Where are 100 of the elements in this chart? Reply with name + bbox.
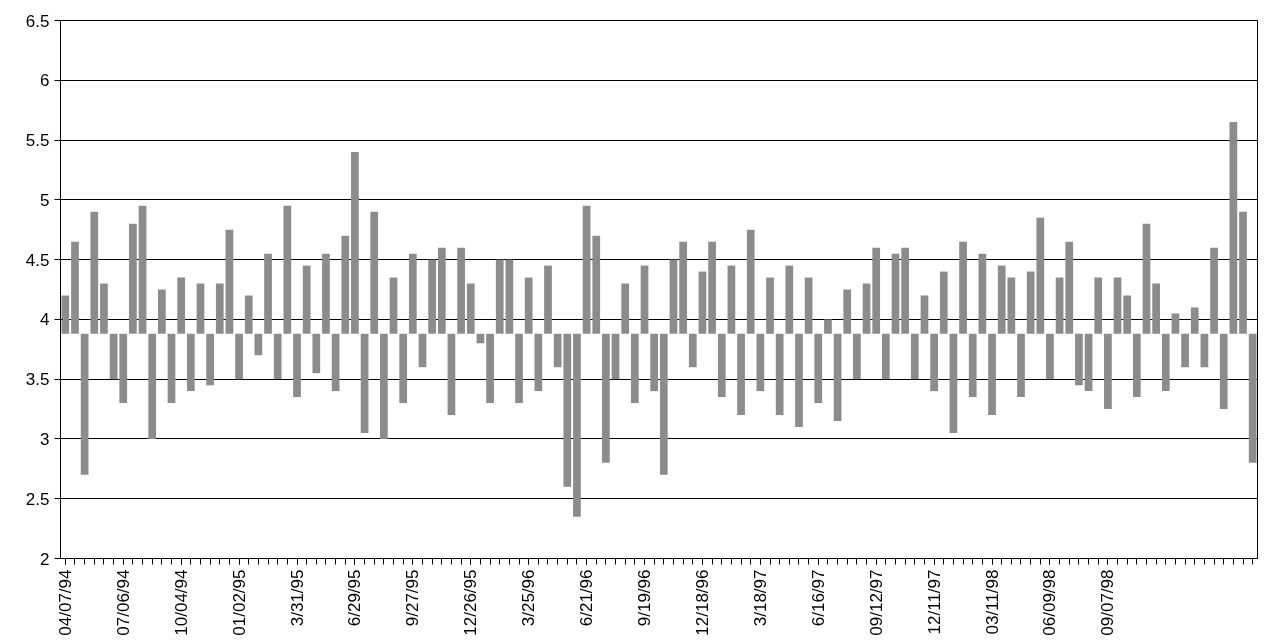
bar xyxy=(1219,333,1228,410)
bar xyxy=(1123,295,1132,334)
bar xyxy=(708,241,716,334)
bar xyxy=(1171,313,1180,334)
bar xyxy=(1152,283,1160,334)
bar xyxy=(206,333,214,386)
bar xyxy=(273,333,282,380)
bar xyxy=(90,211,99,334)
bar xyxy=(1084,333,1093,392)
x-tick-label: 6/16/97 xyxy=(808,569,828,627)
bar xyxy=(949,333,958,433)
bar xyxy=(650,333,659,392)
bar xyxy=(341,235,350,334)
y-tick-label: 2 xyxy=(40,549,50,569)
bar xyxy=(659,333,668,475)
bar xyxy=(437,247,446,334)
bar xyxy=(158,289,166,334)
bar xyxy=(959,241,967,334)
bar xyxy=(534,333,543,392)
bar xyxy=(1132,333,1141,398)
bar xyxy=(399,333,408,404)
bar xyxy=(669,259,678,334)
bar xyxy=(466,283,475,334)
bar xyxy=(1017,333,1025,398)
x-tick-label: 10/04/94 xyxy=(171,569,191,636)
y-tick-label: 4.5 xyxy=(25,250,50,270)
bar xyxy=(312,333,321,374)
y-tick-label: 5 xyxy=(40,190,50,210)
bar xyxy=(1210,247,1218,334)
bar xyxy=(679,241,687,334)
bar xyxy=(457,247,465,334)
y-tick-label: 6 xyxy=(40,71,50,91)
bar xyxy=(61,295,70,334)
y-tick-label: 3 xyxy=(40,429,50,449)
bar xyxy=(775,333,784,416)
x-tick-label: 6/29/95 xyxy=(345,569,365,627)
x-tick-label: 03/11/98 xyxy=(982,569,1002,635)
x-tick-label: 09/12/97 xyxy=(866,569,886,636)
bar xyxy=(631,333,639,404)
x-tick-label: 04/07/94 xyxy=(55,569,75,636)
bar xyxy=(727,265,736,334)
bar xyxy=(495,259,504,334)
bar xyxy=(302,265,311,334)
bar xyxy=(264,253,272,334)
bar xyxy=(447,333,456,416)
bar xyxy=(177,277,186,334)
bar xyxy=(910,333,919,380)
bar xyxy=(795,333,803,427)
x-tick-label: 12/11/97 xyxy=(924,569,944,635)
bar xyxy=(244,295,253,334)
bar xyxy=(746,229,755,334)
bar xyxy=(1248,333,1257,463)
bar xyxy=(621,283,630,334)
bar xyxy=(515,333,523,404)
bar xyxy=(351,152,359,334)
bar xyxy=(524,277,533,334)
bar xyxy=(872,247,881,334)
bar xyxy=(853,333,861,380)
bar xyxy=(766,277,774,334)
y-tick-label: 4 xyxy=(40,310,50,330)
bar xyxy=(215,283,224,334)
bar xyxy=(389,277,398,334)
x-tick-label: 3/18/97 xyxy=(750,569,770,627)
x-tick-label: 3/25/96 xyxy=(519,569,539,627)
bar xyxy=(1181,333,1189,368)
bar xyxy=(486,333,494,404)
x-tick-label: 06/09/98 xyxy=(1040,569,1060,636)
bar xyxy=(1142,223,1151,334)
x-tick-label: 6/21/96 xyxy=(577,569,597,627)
bar xyxy=(939,271,948,334)
y-tick-label: 6.5 xyxy=(25,11,50,31)
bar xyxy=(978,253,987,334)
bar xyxy=(640,265,649,334)
bar xyxy=(225,229,234,334)
bar xyxy=(756,333,765,392)
x-tick-label: 3/31/95 xyxy=(287,569,307,627)
bar xyxy=(1229,122,1238,334)
bar xyxy=(100,283,108,334)
bar xyxy=(814,333,823,404)
bar xyxy=(968,333,977,398)
x-tick-label: 01/02/95 xyxy=(229,569,249,636)
bar xyxy=(428,259,437,334)
bar xyxy=(408,253,417,334)
bar xyxy=(988,333,996,416)
bar xyxy=(901,247,910,334)
bar xyxy=(804,277,813,334)
bar xyxy=(167,333,176,404)
bar xyxy=(544,265,552,334)
x-tick-label: 12/26/95 xyxy=(461,569,481,636)
bar xyxy=(833,333,842,422)
bar xyxy=(785,265,794,334)
bar xyxy=(582,205,591,334)
bar xyxy=(109,333,118,380)
bar xyxy=(737,333,745,416)
bar xyxy=(505,259,514,334)
bar xyxy=(71,241,79,334)
bar xyxy=(891,253,900,334)
bar xyxy=(380,333,388,439)
bar xyxy=(881,333,890,380)
bar xyxy=(843,289,852,334)
